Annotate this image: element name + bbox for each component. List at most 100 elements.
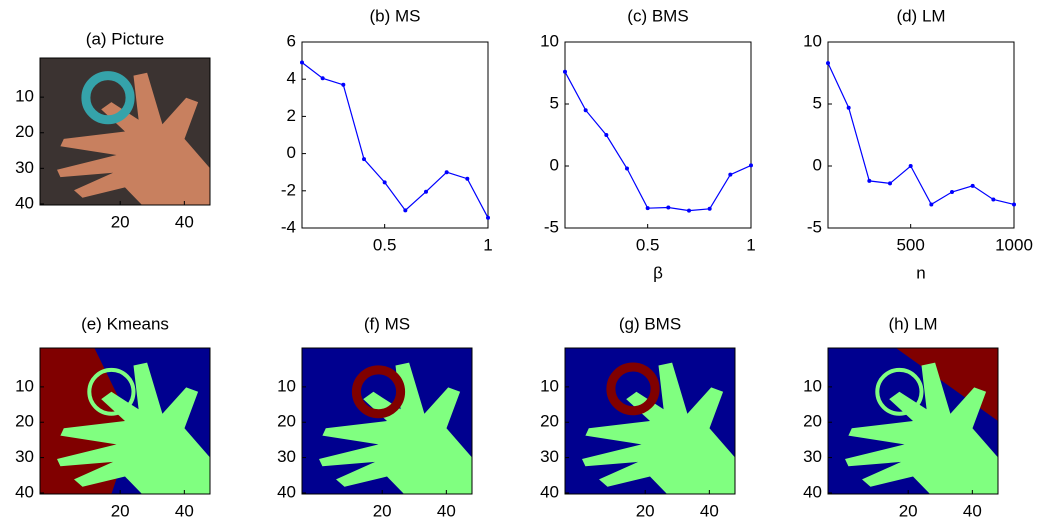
y-tick-label: 10 [803,376,822,395]
y-tick-label: -2 [281,180,296,199]
hand [319,362,472,494]
data-point [341,82,346,87]
data-point [604,133,609,137]
x-tick-label: 0.5 [373,235,397,254]
axes-box [564,41,752,229]
y-tick-label: 40 [277,482,296,501]
ring [875,367,924,416]
panel-title: (e) Kmeans [81,314,169,333]
panel-title: (g) BMS [619,314,681,333]
panel-title: (d) LM [896,6,945,25]
x-tick-label: 40 [700,501,719,520]
y-tick-label: 40 [803,482,822,501]
y-tick-label: -4 [281,217,296,236]
panel-title: (f) MS [364,314,410,333]
data-point [563,69,567,74]
series-line [301,62,489,219]
y-tick-label: 30 [540,447,559,466]
x-tick-label: 1 [483,235,492,254]
data-point [424,189,428,194]
y-tick-label: 5 [550,93,559,112]
series-line [564,71,752,212]
data-point [444,170,449,175]
data-point [950,190,954,195]
hand [57,362,210,494]
panel-title: (b) MS [370,6,421,25]
y-tick-label: 30 [277,447,296,466]
ring [87,367,136,416]
data-point [300,60,304,65]
y-tick-label: -5 [807,217,822,236]
hand [57,72,210,205]
hand [582,362,735,494]
y-tick-label: 20 [277,412,296,431]
data-point [465,176,470,181]
y-tick-label: 10 [15,376,34,395]
x-tick-label: 500 [896,235,924,254]
panel-title: (h) LM [888,314,937,333]
y-tick-label: 20 [15,122,34,141]
data-point [486,215,490,220]
y-tick-label: 20 [540,412,559,431]
data-point [707,206,712,211]
y-tick-label: 0 [287,143,296,162]
y-tick-label: 10 [540,376,559,395]
data-point [991,197,996,202]
data-point [382,180,387,185]
y-tick-label: 30 [15,158,34,177]
data-point [970,183,975,188]
data-point [1012,202,1016,207]
y-tick-label: 5 [813,93,822,112]
data-point [929,202,934,207]
y-tick-label: 0 [813,155,822,174]
x-tick-label: 0.5 [636,235,660,254]
y-tick-label: 20 [15,412,34,431]
series-line [827,62,1015,206]
x-tick-label: 40 [437,501,456,520]
y-tick-label: -5 [544,217,559,236]
data-point [846,105,851,110]
x-tick-label: 40 [963,501,982,520]
hand [845,362,998,494]
y-tick-label: 20 [803,412,822,431]
y-tick-label: 6 [287,31,296,50]
y-tick-label: 10 [540,31,559,50]
y-tick-label: 10 [15,87,34,106]
x-axis-label: β [653,263,663,282]
panel-title: (a) Picture [86,29,164,48]
data-point [403,208,408,213]
axes-box [827,347,999,495]
x-tick-label: 1000 [995,235,1033,254]
data-point [687,208,691,213]
data-point [625,166,629,171]
panel-title: (c) BMS [627,6,688,25]
axes-box [39,347,211,495]
y-tick-label: 40 [15,482,34,501]
ring [606,362,660,416]
axes-box [301,347,473,495]
x-tick-label: 40 [175,501,194,520]
data-point [826,61,830,66]
data-point [728,172,733,177]
y-tick-label: 40 [15,193,34,212]
x-tick-label: 20 [111,501,130,520]
x-tick-label: 20 [899,501,918,520]
x-axis-label: n [916,263,925,282]
axes-box [39,57,211,206]
y-tick-label: 30 [803,447,822,466]
data-point [867,178,872,183]
data-point [888,181,892,186]
axes-box [301,41,489,229]
x-tick-label: 20 [636,501,655,520]
y-tick-label: 2 [287,106,296,125]
axes-box [564,347,736,495]
axes-box [827,41,1015,229]
data-point [583,108,588,113]
data-point [320,76,325,81]
ring [351,365,406,419]
data-point [645,206,650,211]
x-tick-label: 20 [373,501,392,520]
y-tick-label: 10 [277,376,296,395]
data-point [749,163,753,168]
